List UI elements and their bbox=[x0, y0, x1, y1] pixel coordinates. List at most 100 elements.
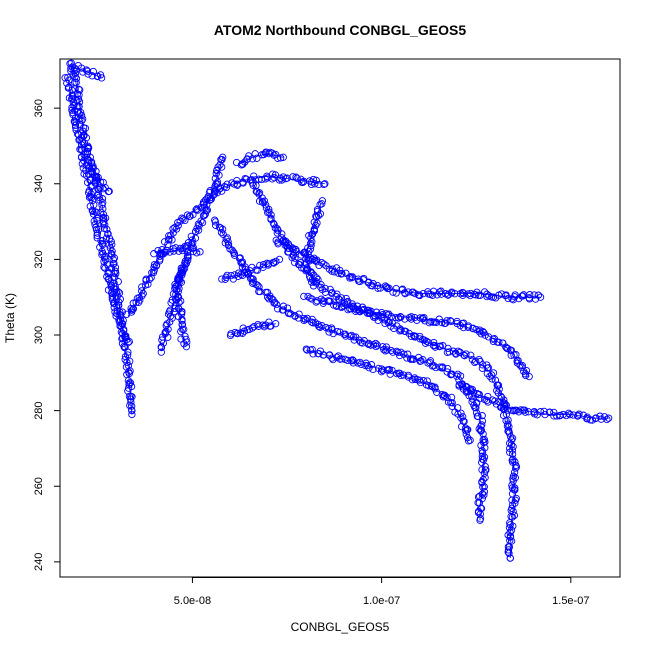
data-track bbox=[232, 148, 287, 169]
data-point bbox=[216, 224, 225, 232]
data-point bbox=[164, 235, 173, 244]
data-point bbox=[307, 180, 316, 189]
data-point bbox=[178, 320, 187, 329]
data-point bbox=[521, 371, 530, 380]
data-point bbox=[329, 329, 337, 338]
data-point bbox=[420, 313, 428, 322]
data-point bbox=[509, 507, 517, 516]
data-point bbox=[397, 313, 405, 321]
data-point bbox=[196, 248, 204, 256]
data-point bbox=[216, 161, 224, 169]
data-point bbox=[459, 385, 468, 393]
data-point bbox=[128, 410, 136, 419]
data-point bbox=[99, 204, 107, 213]
data-point bbox=[317, 283, 325, 291]
data-point bbox=[309, 175, 318, 184]
data-point bbox=[221, 275, 229, 283]
data-point bbox=[292, 246, 300, 254]
data-point bbox=[428, 291, 437, 299]
data-point bbox=[253, 266, 262, 274]
data-point bbox=[443, 317, 451, 325]
data-point bbox=[447, 398, 455, 407]
data-point bbox=[338, 269, 346, 278]
x-tick-label: 1.0e-07 bbox=[363, 595, 400, 607]
data-point bbox=[463, 434, 472, 442]
track-line bbox=[252, 183, 515, 559]
data-point bbox=[122, 332, 130, 340]
data-point bbox=[163, 320, 171, 328]
data-point bbox=[272, 320, 280, 328]
data-point bbox=[98, 201, 106, 209]
data-point bbox=[272, 257, 280, 266]
data-point bbox=[385, 310, 393, 318]
data-point bbox=[241, 174, 249, 183]
data-point bbox=[517, 406, 525, 414]
data-point bbox=[308, 238, 316, 246]
data-point bbox=[344, 297, 352, 306]
data-track bbox=[300, 292, 533, 381]
data-point bbox=[158, 246, 166, 254]
data-point bbox=[456, 372, 465, 380]
data-point bbox=[198, 218, 207, 227]
data-point bbox=[220, 183, 229, 191]
data-point bbox=[230, 251, 239, 259]
data-point bbox=[303, 265, 312, 273]
data-point bbox=[218, 275, 226, 283]
data-point bbox=[518, 292, 526, 300]
data-point bbox=[476, 516, 484, 524]
data-point bbox=[472, 404, 480, 412]
data-point bbox=[332, 301, 340, 310]
data-point bbox=[497, 403, 506, 411]
data-point bbox=[474, 493, 483, 501]
data-point bbox=[200, 211, 208, 220]
data-point bbox=[333, 327, 342, 336]
data-point bbox=[478, 417, 487, 425]
data-point bbox=[259, 263, 267, 271]
data-point bbox=[98, 251, 106, 259]
data-point bbox=[317, 281, 325, 289]
x-tick-label: 1.5e-07 bbox=[552, 595, 589, 607]
data-point bbox=[86, 192, 94, 200]
data-point bbox=[569, 411, 577, 419]
data-point bbox=[162, 248, 170, 256]
data-point bbox=[311, 180, 319, 188]
data-point bbox=[179, 215, 187, 223]
data-point bbox=[304, 292, 312, 301]
data-point bbox=[507, 441, 516, 449]
data-point bbox=[71, 106, 79, 115]
data-point bbox=[438, 363, 447, 371]
data-point bbox=[158, 336, 166, 344]
data-point bbox=[476, 394, 484, 403]
data-point bbox=[504, 427, 512, 435]
data-point bbox=[296, 259, 305, 267]
y-tick-label: 340 bbox=[33, 175, 45, 193]
data-point bbox=[408, 376, 417, 384]
data-point bbox=[157, 343, 166, 352]
data-point bbox=[329, 355, 337, 364]
data-point bbox=[65, 94, 74, 102]
data-point bbox=[411, 333, 419, 341]
data-point bbox=[448, 402, 456, 411]
data-point bbox=[274, 238, 282, 246]
data-point bbox=[177, 266, 185, 275]
data-point bbox=[255, 283, 263, 291]
data-point bbox=[495, 385, 503, 393]
data-point bbox=[381, 282, 390, 290]
data-point bbox=[462, 350, 470, 358]
data-point bbox=[415, 376, 424, 384]
data-point bbox=[171, 304, 179, 313]
data-point bbox=[506, 533, 514, 541]
data-point bbox=[509, 443, 517, 451]
data-track bbox=[272, 236, 545, 304]
data-point bbox=[150, 250, 158, 258]
data-point bbox=[77, 133, 85, 142]
data-point bbox=[574, 411, 582, 420]
data-point bbox=[416, 291, 424, 300]
data-point bbox=[250, 322, 258, 331]
data-track bbox=[150, 242, 204, 258]
data-point bbox=[211, 218, 220, 226]
data-point bbox=[389, 348, 397, 356]
data-track bbox=[226, 318, 280, 340]
data-point bbox=[164, 325, 172, 333]
